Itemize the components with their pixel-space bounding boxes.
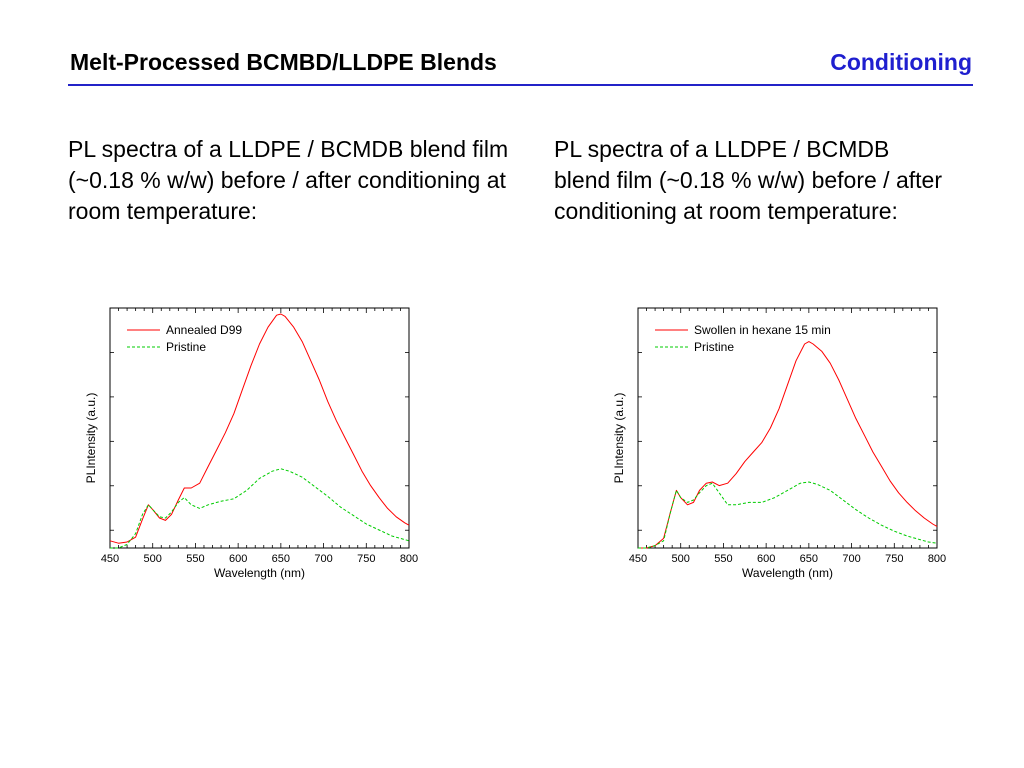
x-tick-label: 550 [186,553,204,565]
series-line-1 [638,341,938,549]
plot-frame [109,307,410,549]
series-line-2 [638,481,938,549]
x-tick-label: 750 [357,553,375,565]
x-tick-label: 500 [672,553,690,565]
legend-label: Swollen in hexane 15 min [694,323,831,337]
x-tick-label: 650 [800,553,818,565]
x-tick-label: 800 [400,553,418,565]
y-axis-label: PLIntensity (a.u.) [84,393,98,484]
y-axis-label: PLIntensity (a.u.) [612,393,626,484]
x-tick-label: 650 [272,553,290,565]
caption-right: PL spectra of a LLDPE / BCMDB blend film… [554,136,942,224]
section-label: Conditioning [830,49,972,75]
series-line-2 [110,468,410,549]
legend-label: Pristine [166,340,206,354]
header-divider [68,84,973,86]
page-title: Melt-Processed BCMBD/LLDPE Blends [70,49,497,75]
x-tick-label: 450 [101,553,119,565]
x-tick-label: 700 [842,553,860,565]
x-tick-label: 600 [757,553,775,565]
x-axis-label: Wavelength (nm) [742,566,833,580]
x-tick-label: 750 [885,553,903,565]
legend-label: Annealed D99 [166,323,242,337]
x-tick-label: 700 [314,553,332,565]
x-tick-label: 600 [229,553,247,565]
pl-spectrum-chart-left: 450 500 550 600 650 700 750 800 Wavelength (nm) P… [84,307,418,580]
caption-left: PL spectra of a LLDPE / BCMDB blend film… [68,136,509,224]
x-tick-label: 800 [928,553,946,565]
x-axis-label: Wavelength (nm) [214,566,305,580]
x-tick-label: 450 [629,553,647,565]
plot-frame [637,307,938,549]
x-tick-label: 500 [144,553,162,565]
pl-spectrum-chart-right: 450 500 550 600 650 700 750 800 Wavelength (nm) P… [612,307,946,580]
legend-label: Pristine [694,340,734,354]
series-line-1 [109,313,410,544]
x-tick-label: 550 [714,553,732,565]
